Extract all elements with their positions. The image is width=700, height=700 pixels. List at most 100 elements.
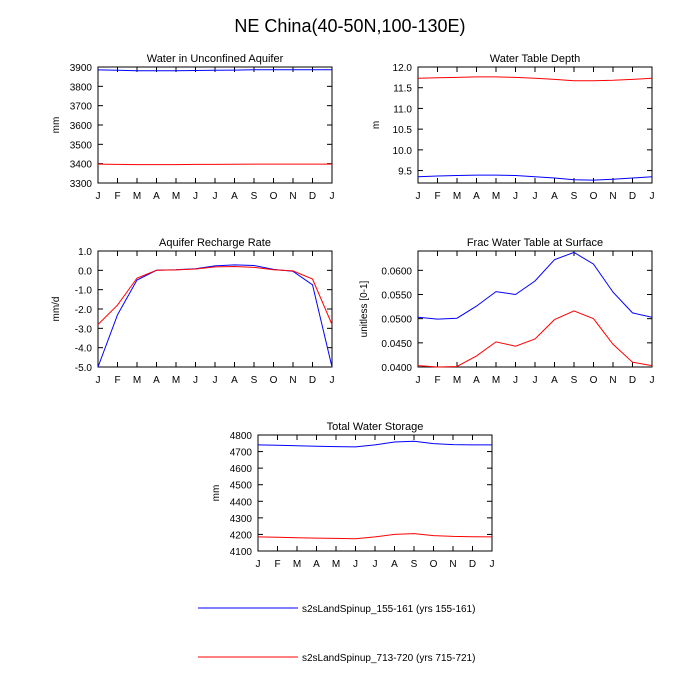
x-tick-label: S — [251, 191, 258, 202]
y-tick-label: 4600 — [230, 464, 253, 475]
x-tick-label: S — [411, 559, 418, 570]
x-tick-label: A — [551, 375, 558, 386]
y-tick-label: 11.0 — [393, 104, 412, 115]
x-tick-label: J — [330, 191, 335, 202]
x-tick-label: J — [650, 375, 655, 386]
x-tick-label: O — [270, 375, 278, 386]
x-tick-label: J — [213, 191, 218, 202]
x-tick-label: A — [231, 375, 238, 386]
y-tick-label: 12.0 — [393, 63, 413, 74]
panel-water-in-unconfined-aquifer: Water in Unconfined Aquifer J F M A M J J A S O N D J… — [51, 53, 334, 202]
x-tick-label: O — [590, 191, 598, 202]
x-tick-label: M — [293, 559, 301, 570]
x-tick-label: O — [590, 375, 598, 386]
y-tick-label: 4400 — [230, 497, 253, 508]
y-tick-label: 3400 — [70, 160, 93, 171]
x-tick-label: O — [430, 559, 438, 570]
x-tick-label: M — [492, 375, 500, 386]
x-tick-label: N — [609, 191, 616, 202]
x-tick-label: D — [309, 191, 316, 202]
panel-title: Water in Unconfined Aquifer — [147, 53, 284, 65]
y-tick-label: 3800 — [70, 82, 93, 93]
y-tick-label: -2.0 — [75, 305, 93, 316]
x-tick-label: S — [571, 375, 578, 386]
x-tick-label: J — [353, 559, 358, 570]
y-tick-label: 0.0500 — [381, 315, 412, 326]
y-tick-label: 1.0 — [78, 247, 92, 258]
x-tick-label: J — [96, 191, 101, 202]
y-tick-label: -5.0 — [75, 363, 93, 374]
x-tick-label: F — [114, 191, 120, 202]
series-line-s2slandspinup-155-161-yrs-155-161 — [97, 69, 332, 72]
x-tick-label: A — [473, 191, 480, 202]
x-tick-label: A — [473, 375, 480, 386]
plot-frame — [257, 434, 493, 552]
y-tick-label: 11.5 — [393, 84, 412, 95]
y-tick-label: 0.0600 — [381, 266, 412, 277]
y-tick-label: 10.0 — [393, 146, 413, 157]
x-tick-label: M — [172, 375, 180, 386]
x-tick-label: M — [332, 559, 340, 570]
y-axis-label: mm — [51, 117, 62, 134]
y-tick-label: 4500 — [230, 481, 253, 492]
y-tick-label: -3.0 — [75, 324, 93, 335]
series-line-s2slandspinup-713-720-yrs-715-721 — [97, 265, 333, 325]
y-tick-label: 3300 — [70, 179, 93, 190]
y-tick-label: 0.0400 — [381, 363, 412, 374]
panel-title: Frac Water Table at Surface — [467, 237, 603, 249]
y-tick-label: 4300 — [230, 514, 253, 525]
x-tick-label: J — [490, 559, 495, 570]
y-tick-label: 4700 — [230, 448, 253, 459]
plot-frame — [417, 250, 653, 368]
x-tick-label: D — [629, 191, 636, 202]
y-axis-label: m — [371, 121, 382, 129]
plot-frame — [97, 250, 333, 368]
y-tick-label: 0.0 — [78, 266, 92, 277]
x-tick-label: J — [213, 375, 218, 386]
series-line-s2slandspinup-155-161-yrs-155-161 — [97, 264, 333, 368]
x-tick-label: D — [629, 375, 636, 386]
series-line-s2slandspinup-155-161-yrs-155-161 — [257, 440, 492, 448]
x-tick-label: F — [434, 191, 440, 202]
panel-title: Water Table Depth — [490, 53, 581, 65]
x-tick-label: A — [231, 191, 238, 202]
series-line-s2slandspinup-713-720-yrs-715-721 — [97, 163, 332, 166]
x-tick-label: M — [453, 191, 461, 202]
x-tick-label: N — [289, 375, 296, 386]
x-tick-label: M — [172, 191, 180, 202]
y-tick-label: 4100 — [230, 547, 253, 558]
series-line-s2slandspinup-713-720-yrs-715-721 — [417, 310, 653, 368]
panel-frac-water-table-at-surface: Frac Water Table at Surface J F M A M J J A S O N D J… — [359, 237, 655, 386]
x-tick-label: F — [434, 375, 440, 386]
figure-title: NE China(40-50N,100-130E) — [234, 16, 465, 36]
x-tick-label: M — [133, 191, 141, 202]
y-tick-label: 3900 — [70, 63, 93, 74]
y-axis-label: mm — [211, 485, 222, 502]
y-tick-label: 3600 — [70, 121, 93, 132]
x-tick-label: S — [571, 191, 578, 202]
y-tick-label: 4200 — [230, 530, 253, 541]
x-tick-label: A — [551, 191, 558, 202]
legend: s2sLandSpinup_155-161 (yrs 155-161) s2sL… — [198, 604, 475, 664]
series-line-s2slandspinup-713-720-yrs-715-721 — [257, 533, 493, 540]
x-tick-label: D — [469, 559, 476, 570]
y-tick-label: 4800 — [230, 431, 253, 442]
x-tick-label: J — [416, 375, 421, 386]
x-tick-label: A — [313, 559, 320, 570]
y-tick-label: -4.0 — [75, 344, 93, 355]
y-tick-label: 3500 — [70, 140, 93, 151]
y-tick-label: 10.5 — [393, 125, 413, 136]
panel-water-table-depth: Water Table Depth J F M A M J J A S O N D J 9.5 10.0 10.… — [371, 53, 654, 202]
x-tick-label: J — [533, 191, 538, 202]
y-axis-label: mm/d — [51, 297, 62, 322]
x-tick-label: J — [416, 191, 421, 202]
y-tick-label: 3700 — [70, 102, 93, 113]
x-tick-label: F — [274, 559, 280, 570]
plot-frame — [97, 66, 333, 184]
legend-label-2: s2sLandSpinup_713-720 (yrs 715-721) — [302, 653, 475, 664]
x-tick-label: J — [513, 375, 518, 386]
x-tick-label: A — [153, 375, 160, 386]
legend-label-1: s2sLandSpinup_155-161 (yrs 155-161) — [302, 604, 475, 615]
